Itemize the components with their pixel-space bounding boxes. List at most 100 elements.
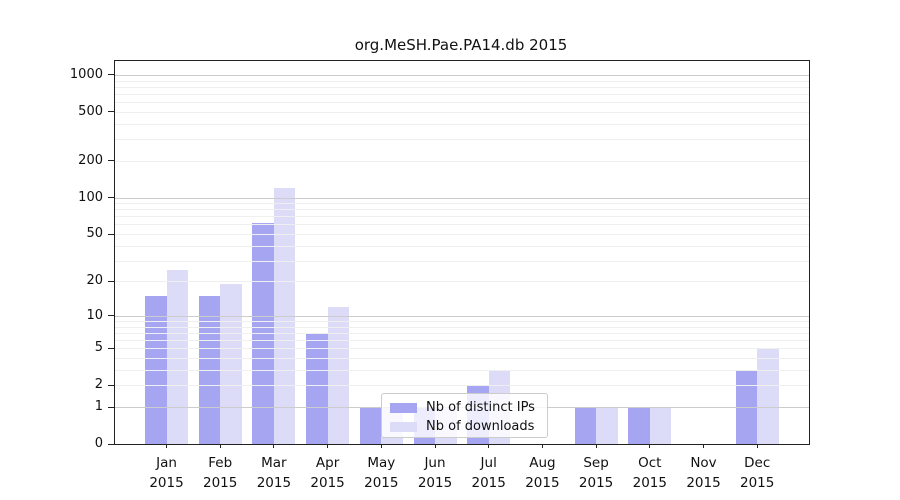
year-label: 2015 — [632, 475, 667, 491]
x-tick-label-oct: Oct 2015 — [618, 453, 682, 493]
month-label: Mar — [261, 455, 287, 471]
y-tick-label-1000: 1000 — [69, 66, 103, 82]
minor-gridline-50 — [115, 234, 809, 235]
minor-gridline-7 — [115, 332, 809, 334]
legend-item-distinct-ips: Nb of distinct IPs — [390, 398, 547, 417]
minor-gridline-8 — [115, 326, 809, 328]
minor-gridline-5 — [115, 348, 809, 350]
year-label: 2015 — [740, 475, 775, 491]
x-tick-label-nov: Nov 2015 — [672, 453, 736, 493]
y-tick-mark-1000 — [108, 74, 114, 76]
year-label: 2015 — [578, 475, 614, 491]
minor-gridline-2 — [115, 385, 809, 387]
x-tick-mark-oct — [649, 444, 651, 448]
year-label: 2015 — [686, 475, 721, 491]
y-tick-label-5: 5 — [94, 340, 103, 356]
bar-nb-of-downloads-feb — [220, 283, 242, 444]
y-tick-mark-500 — [108, 111, 114, 113]
year-label: 2015 — [256, 475, 292, 491]
x-tick-label-jan: Jan 2015 — [135, 453, 199, 493]
chart-title: org.MeSH.Pae.PA14.db 2015 — [354, 36, 568, 54]
minor-gridline-400 — [115, 123, 809, 125]
major-gridline-10 — [115, 315, 809, 317]
x-tick-mark-mar — [273, 444, 275, 448]
year-label: 2015 — [203, 475, 238, 491]
y-tick-mark-100 — [108, 197, 114, 198]
x-tick-mark-jul — [488, 444, 490, 448]
minor-gridline-6 — [115, 340, 809, 342]
minor-gridline-3 — [115, 369, 809, 371]
x-tick-mark-may — [380, 444, 382, 448]
y-tick-mark-1 — [108, 406, 114, 408]
bar-nb-of-downloads-jan — [166, 269, 188, 444]
minor-gridline-70 — [115, 216, 809, 218]
legend-label-distinct-ips: Nb of distinct IPs — [426, 400, 535, 415]
month-label: May — [367, 455, 396, 471]
y-tick-label-2: 2 — [94, 377, 103, 393]
x-tick-mark-aug — [541, 444, 543, 448]
year-label: 2015 — [364, 475, 399, 491]
y-tick-mark-2 — [108, 384, 114, 386]
x-tick-label-sep: Sep 2015 — [564, 453, 628, 493]
y-tick-mark-200 — [108, 160, 114, 162]
x-tick-mark-feb — [219, 444, 221, 448]
minor-gridline-60 — [115, 224, 809, 226]
y-tick-label-500: 500 — [78, 103, 103, 119]
month-label: Jul — [480, 455, 497, 471]
major-gridline-1000 — [115, 74, 809, 76]
bar-nb-of-distinct-ips-oct — [628, 406, 650, 444]
y-tick-mark-10 — [108, 315, 114, 317]
year-label: 2015 — [310, 475, 345, 491]
y-tick-label-1: 1 — [94, 399, 103, 414]
x-tick-label-dec: Dec 2015 — [725, 453, 789, 493]
minor-gridline-300 — [115, 139, 809, 141]
x-tick-mark-jun — [434, 444, 436, 448]
bar-nb-of-distinct-ips-may — [359, 406, 382, 444]
month-label: Jun — [424, 455, 446, 471]
minor-gridline-900 — [115, 80, 809, 82]
year-label: 2015 — [525, 475, 560, 491]
minor-gridline-500 — [115, 111, 809, 113]
bar-nb-of-distinct-ips-sep — [574, 406, 597, 444]
x-tick-label-jul: Jul 2015 — [457, 453, 521, 493]
legend-swatch-downloads — [390, 421, 417, 432]
y-tick-label-10: 10 — [86, 307, 103, 323]
y-tick-label-50: 50 — [86, 226, 103, 241]
year-label: 2015 — [149, 475, 184, 491]
y-tick-label-100: 100 — [78, 189, 103, 205]
bar-nb-of-distinct-ips-dec — [735, 369, 758, 444]
legend-label-downloads: Nb of downloads — [426, 419, 535, 434]
month-label: Apr — [315, 455, 340, 471]
minor-gridline-40 — [115, 245, 809, 247]
month-label: Oct — [638, 455, 662, 471]
x-tick-mark-dec — [756, 444, 758, 448]
major-gridline-100 — [115, 197, 809, 199]
minor-gridline-800 — [115, 86, 809, 88]
bar-nb-of-distinct-ips-apr — [306, 332, 328, 444]
minor-gridline-30 — [115, 260, 809, 262]
minor-gridline-80 — [115, 209, 809, 211]
plot-canvas — [115, 61, 809, 444]
y-tick-mark-5 — [108, 347, 114, 349]
x-tick-label-mar: Mar 2015 — [242, 453, 306, 493]
y-tick-mark-50 — [108, 233, 114, 235]
x-tick-mark-sep — [595, 444, 597, 448]
x-tick-label-feb: Feb 2015 — [188, 453, 252, 493]
x-tick-mark-nov — [703, 444, 704, 448]
legend: Nb of distinct IPs Nb of downloads — [381, 393, 548, 438]
bar-nb-of-downloads-dec — [757, 348, 779, 444]
minor-gridline-90 — [115, 203, 809, 204]
x-tick-label-may: May 2015 — [349, 453, 413, 493]
month-label: Dec — [744, 455, 771, 471]
month-label: Nov — [690, 455, 717, 471]
month-label: Jan — [156, 455, 177, 471]
bar-nb-of-downloads-apr — [327, 306, 350, 444]
legend-swatch-distinct-ips — [390, 402, 417, 413]
minor-gridline-9 — [115, 321, 809, 322]
y-tick-label-0: 0 — [94, 436, 103, 451]
x-tick-label-apr: Apr 2015 — [296, 453, 360, 493]
month-label: Aug — [529, 455, 556, 471]
month-label: Feb — [208, 455, 233, 471]
y-tick-label-200: 200 — [78, 152, 103, 168]
minor-gridline-600 — [115, 102, 809, 104]
